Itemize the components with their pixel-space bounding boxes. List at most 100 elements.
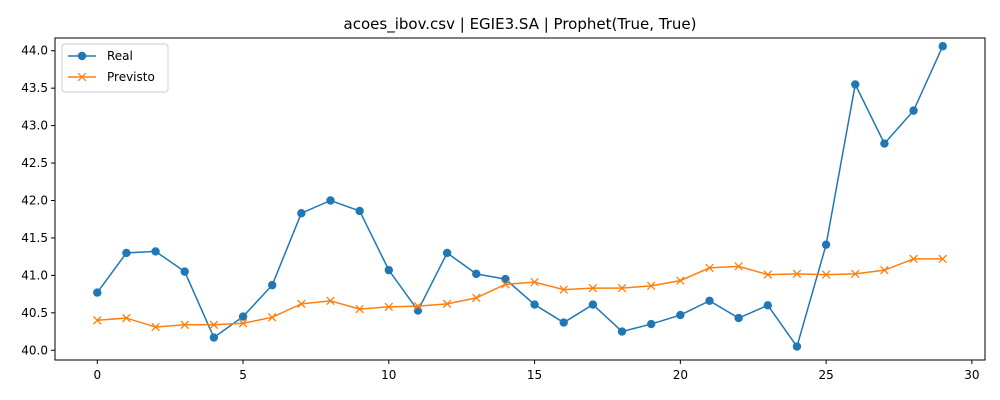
data-point-2 xyxy=(588,283,598,293)
data-point-1 xyxy=(617,327,627,336)
marker-stroke xyxy=(792,269,802,279)
marker-stroke xyxy=(122,313,131,323)
x-tick-label: 15 xyxy=(527,368,542,382)
series-line-2 xyxy=(97,258,943,328)
y-tick-label: 42.0 xyxy=(21,193,48,207)
marker-stroke xyxy=(880,265,889,275)
chart-title: acoes_ibov.csv | EGIE3.SA | Prophet(True… xyxy=(344,15,697,34)
series-line-1 xyxy=(96,45,944,349)
marker-stroke xyxy=(472,293,481,303)
marker-stroke xyxy=(588,283,598,293)
legend-entry-1: Real xyxy=(68,49,133,63)
data-point-1 xyxy=(588,300,598,309)
data-point-2 xyxy=(93,316,102,325)
marker-stroke xyxy=(267,313,277,322)
data-point-1 xyxy=(442,248,452,258)
data-point-1 xyxy=(151,247,160,256)
data-point-1 xyxy=(326,196,335,205)
marker-stroke xyxy=(180,320,189,330)
marker-stroke xyxy=(238,319,248,328)
data-point-2 xyxy=(938,254,947,264)
data-point-1 xyxy=(501,274,510,284)
data-point-2 xyxy=(297,299,306,309)
data-point-2 xyxy=(851,269,860,279)
data-point-1 xyxy=(413,306,423,315)
data-point-2 xyxy=(617,283,627,293)
marker-stroke xyxy=(821,270,831,279)
data-point-1 xyxy=(384,265,394,275)
data-point-1 xyxy=(938,42,947,51)
data-point-1 xyxy=(238,312,248,321)
y-tick-label: 43.5 xyxy=(21,81,48,95)
data-point-1 xyxy=(734,313,743,323)
legend-label: Real xyxy=(107,49,133,63)
marker-stroke xyxy=(734,262,743,271)
marker-stroke xyxy=(938,254,947,264)
x-tick-label: 0 xyxy=(93,368,101,382)
data-point-2 xyxy=(676,276,685,285)
x-tick-label: 25 xyxy=(818,368,833,382)
marker-stroke xyxy=(209,320,219,330)
legend-label: Previsto xyxy=(107,70,155,84)
data-point-2 xyxy=(442,299,452,309)
marker-stroke xyxy=(93,316,102,325)
data-point-2 xyxy=(821,270,831,279)
legend-marker xyxy=(77,51,87,61)
data-point-2 xyxy=(180,320,189,330)
marker-stroke xyxy=(355,304,364,314)
marker-stroke xyxy=(151,322,160,332)
marker-stroke xyxy=(646,281,656,291)
data-point-2 xyxy=(384,302,394,312)
data-point-2 xyxy=(763,270,773,279)
data-point-1 xyxy=(355,206,364,216)
data-point-1 xyxy=(821,240,831,249)
y-tick-label: 41.5 xyxy=(21,231,48,245)
data-point-1 xyxy=(646,319,656,329)
data-point-2 xyxy=(559,285,568,294)
data-point-2 xyxy=(734,262,743,271)
x-tick-label: 5 xyxy=(239,368,247,382)
marker-stroke xyxy=(384,302,394,312)
data-point-1 xyxy=(93,288,102,297)
data-point-2 xyxy=(646,281,656,291)
data-point-2 xyxy=(326,296,335,306)
marker-stroke xyxy=(501,280,510,289)
data-point-1 xyxy=(676,310,685,320)
y-tick-label: 41.0 xyxy=(21,268,48,282)
data-point-1 xyxy=(297,209,306,218)
marker-stroke xyxy=(676,276,685,285)
marker-stroke xyxy=(297,299,306,309)
x-tick-label: 30 xyxy=(964,368,979,382)
data-point-2 xyxy=(122,313,131,323)
data-point-2 xyxy=(909,254,918,264)
y-tick-label: 40.0 xyxy=(21,343,48,357)
data-point-1 xyxy=(267,280,277,290)
marker-stroke xyxy=(763,270,773,279)
data-point-1 xyxy=(763,301,773,310)
data-point-1 xyxy=(122,248,131,258)
legend-marker xyxy=(77,72,87,82)
data-point-2 xyxy=(880,265,889,275)
data-point-2 xyxy=(413,301,423,311)
x-tick-label: 20 xyxy=(673,368,688,382)
marker-stroke xyxy=(851,269,860,279)
data-point-1 xyxy=(792,342,802,351)
data-point-1 xyxy=(705,296,714,306)
data-point-2 xyxy=(209,320,219,330)
data-point-2 xyxy=(151,322,160,332)
data-point-2 xyxy=(501,280,510,289)
legend: Real Previsto xyxy=(61,43,169,93)
data-point-2 xyxy=(792,269,802,279)
axes-frame xyxy=(54,37,986,361)
y-tick-label: 44.0 xyxy=(21,44,48,58)
marker-stroke xyxy=(559,285,568,294)
marker-stroke xyxy=(705,263,714,273)
marker-stroke xyxy=(326,296,335,306)
marker-stroke xyxy=(530,277,539,287)
data-point-1 xyxy=(909,106,918,115)
marker-stroke xyxy=(909,254,918,264)
data-point-1 xyxy=(880,139,889,148)
data-point-2 xyxy=(472,293,481,303)
data-point-1 xyxy=(180,267,189,276)
